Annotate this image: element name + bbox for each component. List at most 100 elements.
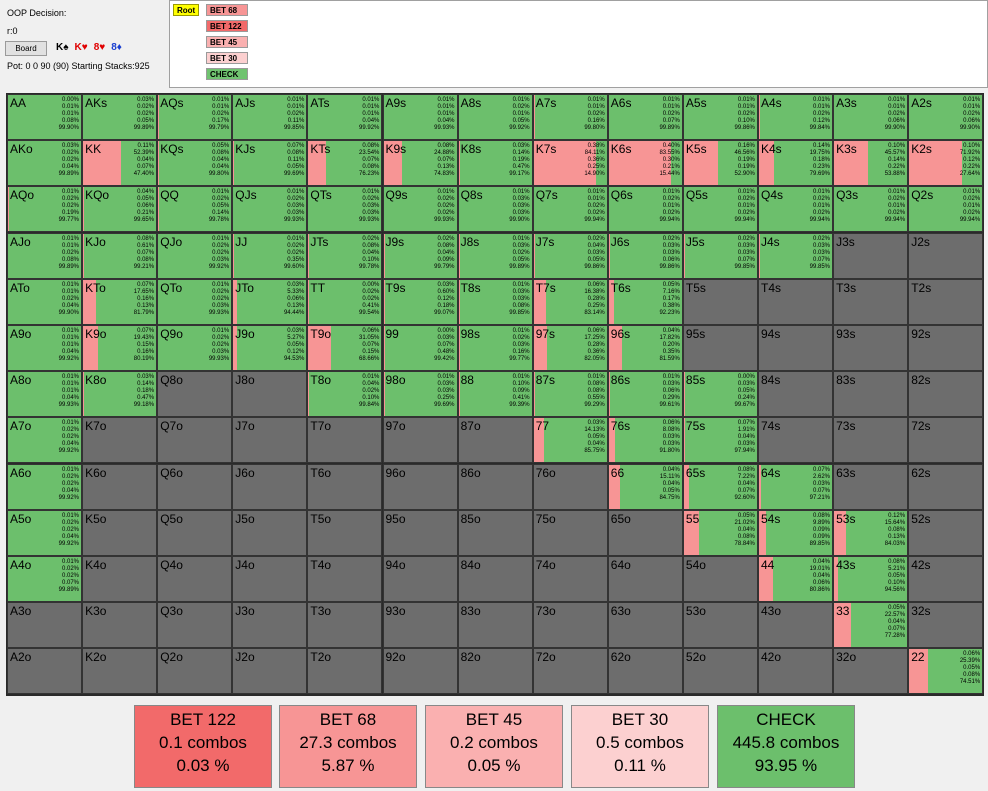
tree-node-bet-68[interactable]: BET 68	[206, 4, 248, 16]
hand-cell-73s[interactable]: 73s	[833, 417, 909, 464]
hand-cell-t3s[interactable]: T3s	[833, 278, 909, 325]
hand-cell-kto[interactable]: 0.07% 17.65% 0.16% 0.13% 81.79% KTo	[82, 278, 158, 325]
hand-cell-qjs[interactable]: 0.01% 0.02% 0.03% 0.03% 99.93% QJs	[232, 186, 308, 233]
hand-cell-86o[interactable]: 86o	[457, 463, 533, 510]
hand-cell-ats[interactable]: 0.01% 0.01% 0.01% 0.04% 99.92% ATs	[307, 94, 383, 140]
hand-cell-42s[interactable]: 42s	[908, 556, 984, 602]
hand-cell-t7s[interactable]: 0.06% 16.38% 0.28% 0.25% 83.14% T7s	[532, 278, 608, 325]
hand-cell-82o[interactable]: 82o	[457, 648, 533, 695]
hand-cell-94s[interactable]: 94s	[758, 325, 833, 371]
hand-cell-85o[interactable]: 85o	[457, 509, 533, 556]
hand-cell-96s[interactable]: 0.04% 17.82% 0.20% 0.35% 81.59% 96s	[607, 325, 683, 371]
hand-cell-ajs[interactable]: 0.01% 0.01% 0.02% 0.11% 99.85% AJs	[232, 94, 308, 140]
hand-cell-a3o[interactable]: A3o	[7, 602, 82, 649]
hand-cell-aqs[interactable]: 0.01% 0.01% 0.02% 0.17% 99.79% AQs	[157, 94, 233, 140]
hand-cell-99[interactable]: 0.00% 0.03% 0.07% 0.48% 99.42% 99	[382, 325, 458, 371]
hand-cell-k5s[interactable]: 0.16% 46.56% 0.19% 0.19% 52.90% K5s	[682, 140, 758, 187]
hand-cell-a8o[interactable]: 0.01% 0.01% 0.01% 0.04% 99.93% A8o	[7, 371, 82, 418]
hand-cell-42o[interactable]: 42o	[758, 648, 833, 695]
hand-cell-t6o[interactable]: T6o	[307, 463, 383, 510]
hand-cell-44[interactable]: 0.04% 19.01% 0.04% 0.06% 80.86% 44	[758, 556, 833, 602]
hand-cell-t8s[interactable]: 0.01% 0.03% 0.03% 0.08% 99.85% T8s	[457, 278, 533, 325]
hand-cell-k3o[interactable]: K3o	[82, 602, 158, 649]
hand-cell-qq[interactable]: 0.01% 0.02% 0.05% 0.14% 99.78% QQ	[157, 186, 233, 233]
hand-cell-j2s[interactable]: J2s	[908, 232, 984, 279]
hand-cell-k3s[interactable]: 0.10% 45.57% 0.14% 0.22% 53.88% K3s	[833, 140, 909, 187]
hand-cell-qts[interactable]: 0.01% 0.02% 0.03% 0.03% 99.93% QTs	[307, 186, 383, 233]
hand-cell-43o[interactable]: 43o	[758, 602, 833, 649]
hand-cell-a6o[interactable]: 0.01% 0.02% 0.02% 0.04% 99.92% A6o	[7, 463, 82, 510]
hand-cell-a5o[interactable]: 0.01% 0.02% 0.02% 0.04% 99.92% A5o	[7, 509, 82, 556]
hand-cell-62s[interactable]: 62s	[908, 463, 984, 510]
hand-cell-j7o[interactable]: J7o	[232, 417, 308, 464]
hand-cell-85s[interactable]: 0.00% 0.03% 0.05% 0.24% 99.67% 85s	[682, 371, 758, 418]
hand-cell-j6o[interactable]: J6o	[232, 463, 308, 510]
hand-cell-66[interactable]: 0.04% 15.11% 0.04% 0.05% 84.75% 66	[607, 463, 683, 510]
hand-cell-53s[interactable]: 0.12% 15.64% 0.08% 0.13% 84.03% 53s	[833, 509, 909, 556]
hand-cell-93o[interactable]: 93o	[382, 602, 458, 649]
hand-cell-73o[interactable]: 73o	[532, 602, 608, 649]
hand-cell-ako[interactable]: 0.03% 0.02% 0.02% 0.04% 99.89% AKo	[7, 140, 82, 187]
hand-cell-q8o[interactable]: Q8o	[157, 371, 233, 418]
hand-cell-jts[interactable]: 0.02% 0.08% 0.04% 0.10% 99.78% JTs	[307, 232, 383, 279]
hand-cell-j5s[interactable]: 0.02% 0.03% 0.03% 0.07% 99.85% J5s	[682, 232, 758, 279]
hand-cell-tt[interactable]: 0.00% 0.02% 0.02% 0.41% 99.54% TT	[307, 278, 383, 325]
hand-cell-87o[interactable]: 87o	[457, 417, 533, 464]
hand-cell-k4o[interactable]: K4o	[82, 556, 158, 602]
hand-cell-jto[interactable]: 0.03% 5.33% 0.06% 0.13% 94.44% JTo	[232, 278, 308, 325]
hand-cell-33[interactable]: 0.05% 22.57% 0.04% 0.07% 77.28% 33	[833, 602, 909, 649]
hand-cell-k7s[interactable]: 0.38% 84.11% 0.36% 0.25% 14.90% K7s	[532, 140, 608, 187]
hand-cell-qjo[interactable]: 0.01% 0.02% 0.02% 0.03% 99.92% QJo	[157, 232, 233, 279]
hand-cell-74o[interactable]: 74o	[532, 556, 608, 602]
hand-cell-64o[interactable]: 64o	[607, 556, 683, 602]
hand-cell-84o[interactable]: 84o	[457, 556, 533, 602]
hand-cell-83s[interactable]: 83s	[833, 371, 909, 418]
tree-node-bet-45[interactable]: BET 45	[206, 36, 248, 48]
hand-cell-76s[interactable]: 0.06% 8.08% 0.03% 0.03% 91.80% 76s	[607, 417, 683, 464]
hand-cell-84s[interactable]: 84s	[758, 371, 833, 418]
hand-cell-q6s[interactable]: 0.01% 0.02% 0.01% 0.02% 99.94% Q6s	[607, 186, 683, 233]
hand-cell-q8s[interactable]: 0.01% 0.03% 0.03% 0.03% 99.90% Q8s	[457, 186, 533, 233]
hand-cell-t2s[interactable]: T2s	[908, 278, 984, 325]
hand-cell-k5o[interactable]: K5o	[82, 509, 158, 556]
hand-cell-q9o[interactable]: 0.01% 0.02% 0.02% 0.03% 99.93% Q9o	[157, 325, 233, 371]
hand-cell-j5o[interactable]: J5o	[232, 509, 308, 556]
hand-cell-kjo[interactable]: 0.08% 0.61% 0.07% 0.08% 99.21% KJo	[82, 232, 158, 279]
hand-cell-63o[interactable]: 63o	[607, 602, 683, 649]
hand-cell-t7o[interactable]: T7o	[307, 417, 383, 464]
hand-cell-54s[interactable]: 0.08% 9.89% 0.09% 0.09% 89.85% 54s	[758, 509, 833, 556]
hand-cell-53o[interactable]: 53o	[682, 602, 758, 649]
hand-cell-a2o[interactable]: A2o	[7, 648, 82, 695]
hand-cell-aa[interactable]: 0.00% 0.01% 0.01% 0.08% 99.90% AA	[7, 94, 82, 140]
hand-cell-t9s[interactable]: 0.03% 0.60% 0.12% 0.18% 99.07% T9s	[382, 278, 458, 325]
hand-cell-q2s[interactable]: 0.01% 0.02% 0.01% 0.02% 99.94% Q2s	[908, 186, 984, 233]
hand-cell-75o[interactable]: 75o	[532, 509, 608, 556]
hand-cell-a9o[interactable]: 0.01% 0.01% 0.01% 0.04% 99.92% A9o	[7, 325, 82, 371]
hand-cell-52s[interactable]: 52s	[908, 509, 984, 556]
tree-node-bet-122[interactable]: BET 122	[206, 20, 248, 32]
hand-cell-aks[interactable]: 0.03% 0.02% 0.02% 0.05% 99.89% AKs	[82, 94, 158, 140]
hand-cell-j4o[interactable]: J4o	[232, 556, 308, 602]
hand-cell-kts[interactable]: 0.08% 23.54% 0.07% 0.08% 76.23% KTs	[307, 140, 383, 187]
hand-cell-a3s[interactable]: 0.01% 0.01% 0.02% 0.06% 99.90% A3s	[833, 94, 909, 140]
hand-cell-kk[interactable]: 0.11% 52.39% 0.04% 0.07% 47.40% KK	[82, 140, 158, 187]
hand-cell-j8o[interactable]: J8o	[232, 371, 308, 418]
hand-cell-k9o[interactable]: 0.07% 19.43% 0.15% 0.16% 80.19% K9o	[82, 325, 158, 371]
hand-cell-k8o[interactable]: 0.03% 0.14% 0.18% 0.47% 99.18% K8o	[82, 371, 158, 418]
hand-cell-96o[interactable]: 96o	[382, 463, 458, 510]
hand-cell-97o[interactable]: 97o	[382, 417, 458, 464]
hand-cell-k9s[interactable]: 0.08% 24.88% 0.07% 0.13% 74.83% K9s	[382, 140, 458, 187]
hand-cell-88[interactable]: 0.01% 0.10% 0.09% 0.41% 99.39% 88	[457, 371, 533, 418]
hand-cell-j4s[interactable]: 0.02% 0.03% 0.03% 0.07% 99.85% J4s	[758, 232, 833, 279]
hand-cell-76o[interactable]: 76o	[532, 463, 608, 510]
hand-cell-a7s[interactable]: 0.01% 0.01% 0.02% 0.16% 99.80% A7s	[532, 94, 608, 140]
hand-cell-t4o[interactable]: T4o	[307, 556, 383, 602]
hand-cell-22[interactable]: 0.06% 25.39% 0.05% 0.08% 74.51% 22	[908, 648, 984, 695]
hand-cell-t3o[interactable]: T3o	[307, 602, 383, 649]
hand-cell-62o[interactable]: 62o	[607, 648, 683, 695]
hand-cell-a4s[interactable]: 0.01% 0.01% 0.02% 0.12% 99.84% A4s	[758, 94, 833, 140]
hand-cell-75s[interactable]: 0.07% 1.91% 0.04% 0.03% 97.94% 75s	[682, 417, 758, 464]
hand-cell-55[interactable]: 0.05% 21.02% 0.04% 0.08% 78.84% 55	[682, 509, 758, 556]
hand-cell-k2o[interactable]: K2o	[82, 648, 158, 695]
hand-cell-aqo[interactable]: 0.01% 0.02% 0.02% 0.19% 99.77% AQo	[7, 186, 82, 233]
